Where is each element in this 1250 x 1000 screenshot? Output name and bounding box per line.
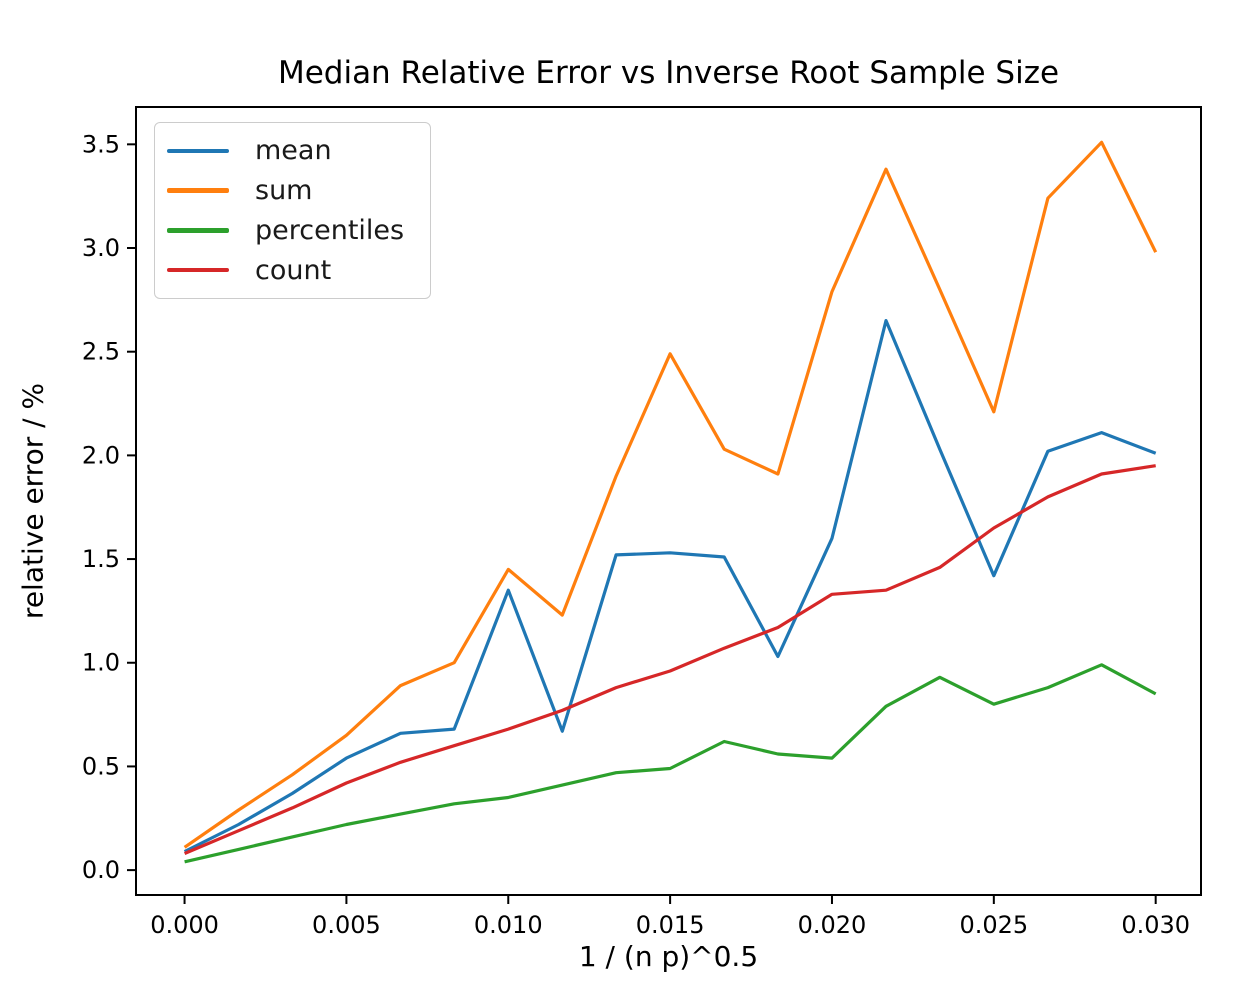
series-line-percentiles bbox=[184, 663, 1157, 864]
y-tick-label: 0.0 bbox=[82, 856, 120, 884]
y-tick-label: 3.5 bbox=[82, 130, 120, 158]
legend-label-percentiles: percentiles bbox=[255, 214, 405, 246]
x-axis-label: 1 / (n p)^0.5 bbox=[578, 940, 759, 973]
x-tick-label: 0.010 bbox=[474, 911, 543, 939]
chart-title: Median Relative Error vs Inverse Root Sa… bbox=[277, 55, 1060, 91]
y-tick-label: 2.5 bbox=[82, 338, 120, 366]
series-line-count bbox=[183, 464, 1156, 855]
y-tick-label: 1.5 bbox=[82, 545, 120, 573]
percentiles-line-swatch bbox=[167, 228, 229, 233]
legend-label-sum: sum bbox=[255, 175, 313, 207]
y-tick-label: 3.0 bbox=[82, 234, 120, 262]
mean-line-swatch bbox=[167, 148, 229, 154]
x-tick-label: 0.000 bbox=[150, 911, 219, 939]
x-tick-label: 0.025 bbox=[959, 911, 1028, 939]
x-tick-label: 0.030 bbox=[1121, 911, 1190, 939]
y-tick-label: 2.0 bbox=[82, 441, 120, 469]
axes-frame bbox=[135, 106, 1202, 896]
legend-label-count: count bbox=[255, 254, 332, 286]
y-tick-label: 0.5 bbox=[82, 752, 120, 780]
x-tick-label: 0.015 bbox=[636, 911, 705, 939]
series-line-mean bbox=[183, 319, 1157, 853]
legend-item-count: count bbox=[155, 257, 430, 284]
sum-line-swatch bbox=[167, 188, 229, 193]
legend: mean sum percentiles count bbox=[154, 122, 431, 299]
legend-item-mean: mean bbox=[155, 137, 430, 164]
legend-item-percentiles: percentiles bbox=[155, 217, 430, 244]
x-tick-label: 0.005 bbox=[312, 911, 381, 939]
y-tick-label: 1.0 bbox=[82, 649, 120, 677]
legend-item-sum: sum bbox=[155, 177, 430, 204]
legend-label-mean: mean bbox=[255, 135, 332, 167]
x-tick-label: 0.020 bbox=[798, 911, 867, 939]
count-line-swatch bbox=[167, 267, 229, 273]
series-line-sum bbox=[183, 140, 1158, 849]
